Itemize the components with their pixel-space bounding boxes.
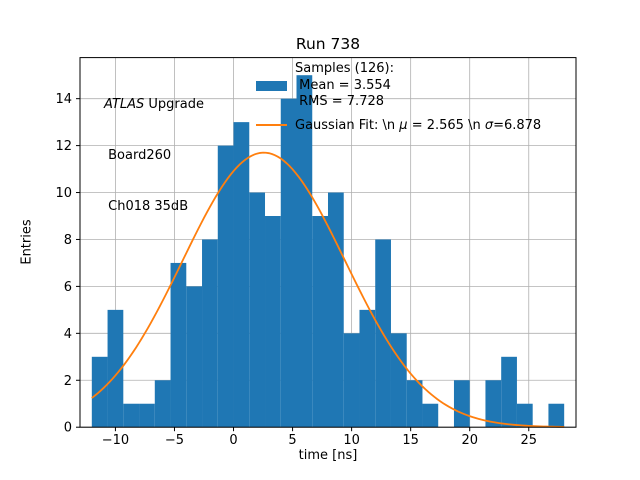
x-tick-label: −10 (102, 433, 129, 448)
x-tick-label: 10 (343, 433, 360, 448)
histogram-bar (453, 380, 470, 428)
y-tick-label: 4 (64, 327, 72, 342)
x-tick-label: 15 (402, 433, 419, 448)
x-tick-label: 5 (288, 433, 296, 448)
x-tick-label: 20 (461, 433, 478, 448)
histogram-bar (548, 403, 565, 428)
histogram-bar (107, 309, 124, 428)
y-tick-label: 14 (55, 92, 72, 107)
histogram-bar (186, 286, 203, 428)
annotation-atlas: ATLAS (104, 97, 145, 112)
legend: Samples (126): Mean = 3.554 RMS = 7.728 … (256, 61, 541, 133)
histogram-bar (170, 262, 187, 428)
gaussian-fit-curve (91, 151, 565, 428)
histogram-bar (485, 380, 502, 428)
annotation-line-1: ATLAS Upgrade (104, 96, 204, 113)
histogram-bar (516, 403, 533, 428)
legend-fit-entry: Gaussian Fit: \n μ = 2.565 \n σ=6.878 (256, 118, 541, 133)
x-tick-label: −5 (165, 433, 184, 448)
histogram-bar (343, 333, 360, 428)
y-tick-label: 10 (55, 186, 72, 201)
histogram-bar (359, 309, 376, 428)
legend-fit-label: Gaussian Fit: \n μ = 2.565 \n σ=6.878 (295, 118, 541, 133)
legend-fit-sigma: σ (484, 117, 494, 133)
annotation-upgrade: Upgrade (144, 97, 204, 112)
annotation-channel: Ch018 35dB (104, 199, 189, 214)
histogram-bar (296, 75, 313, 428)
histogram-bar (217, 145, 234, 428)
legend-samples-label: Samples (126): Mean = 3.554 RMS = 7.728 (295, 61, 394, 111)
histogram-bar (265, 216, 281, 428)
legend-samples-entry: Samples (126): Mean = 3.554 RMS = 7.728 (256, 61, 541, 111)
x-axis-label: time [ns] (298, 448, 358, 463)
legend-samples-line-1: Samples (126): (295, 61, 394, 76)
histogram-bar (390, 333, 407, 428)
histogram-bar (249, 192, 266, 428)
histogram-bar (501, 356, 517, 428)
histogram-bar (233, 122, 250, 428)
y-tick-label: 6 (64, 280, 72, 295)
chart-title: Run 738 (295, 35, 361, 53)
annotation-text: ATLAS Upgrade Board260 Ch018 35dB (104, 62, 204, 249)
legend-samples-line-2: Mean = 3.554 (295, 77, 391, 93)
histogram-bar (406, 380, 423, 428)
legend-fit-swatch (256, 124, 287, 126)
axes-frame (79, 57, 577, 428)
histogram-bar (202, 239, 218, 428)
x-tick-label: 25 (520, 433, 537, 448)
histogram-bar (123, 403, 140, 428)
legend-fit-part-3: =6.878 (493, 117, 542, 133)
histogram-bar (312, 216, 328, 428)
y-tick-label: 12 (55, 139, 72, 154)
histogram-bar (154, 380, 171, 428)
legend-samples-line-3: RMS = 7.728 (295, 94, 385, 109)
legend-fit-part-1: Gaussian Fit: \n (295, 117, 400, 133)
legend-samples-swatch (256, 80, 287, 91)
y-axis-label: Entries (19, 219, 35, 265)
histogram-bar (139, 403, 155, 428)
x-tick-label: 0 (229, 433, 237, 448)
y-tick-label: 0 (64, 421, 72, 436)
y-tick-label: 2 (64, 374, 72, 389)
y-tick-label: 8 (64, 233, 72, 248)
histogram-bar (327, 192, 344, 428)
legend-fit-mu: μ (399, 117, 408, 133)
legend-fit-part-2: = 2.565 \n (407, 117, 485, 133)
annotation-board: Board260 (104, 148, 172, 163)
histogram-bar (422, 403, 439, 428)
histogram-bar (280, 98, 297, 428)
